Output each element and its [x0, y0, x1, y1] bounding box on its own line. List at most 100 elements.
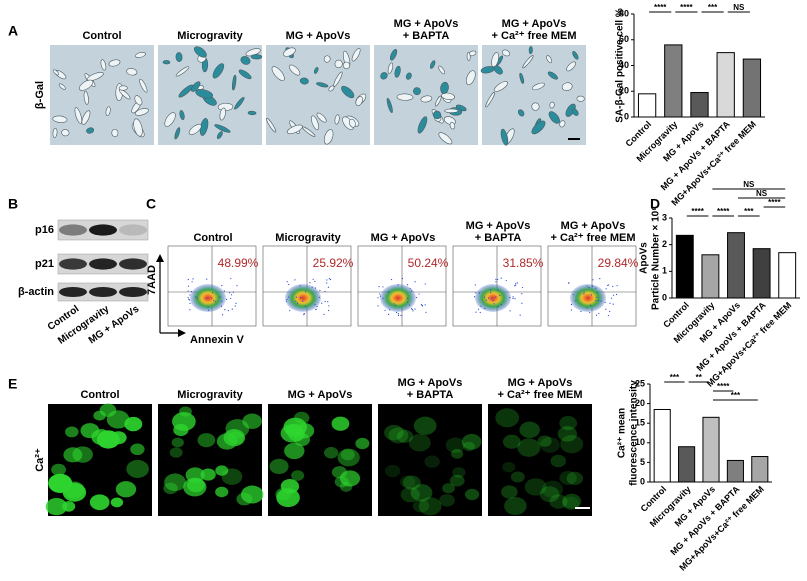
event — [192, 278, 194, 280]
image-title: + BAPTA — [407, 389, 454, 401]
cell — [531, 120, 546, 135]
event — [612, 285, 614, 288]
cell — [405, 72, 412, 80]
event — [475, 311, 477, 313]
cell — [562, 493, 582, 509]
event — [393, 303, 395, 305]
event — [205, 297, 207, 299]
cell — [559, 471, 577, 485]
event — [326, 279, 328, 281]
protein-label: p16 — [35, 224, 54, 236]
cell — [65, 426, 79, 438]
significance-label: **** — [768, 198, 781, 207]
event — [211, 297, 213, 299]
event — [512, 296, 514, 298]
y-tick-label: 0 — [624, 111, 629, 121]
cell — [502, 462, 516, 473]
bar — [690, 92, 709, 118]
micrograph — [480, 45, 586, 146]
image-title: Microgravity — [177, 30, 243, 42]
event — [234, 305, 236, 307]
event — [604, 301, 606, 304]
event — [327, 286, 330, 288]
cell — [232, 74, 237, 91]
cell — [413, 416, 437, 435]
cell — [386, 98, 393, 113]
cell — [110, 497, 124, 508]
cell — [175, 52, 183, 62]
cell — [561, 82, 573, 92]
event — [328, 309, 330, 312]
cell — [193, 46, 207, 58]
event — [495, 281, 497, 283]
cell — [51, 463, 66, 476]
event — [296, 302, 299, 304]
y-tick-label: 1 — [662, 266, 667, 276]
event — [595, 314, 598, 316]
cell — [105, 106, 111, 116]
image-title: + Ca²⁺ free MEM — [492, 30, 577, 42]
y-axis-label: Ca²⁺ mean — [617, 408, 628, 458]
cell — [517, 109, 525, 117]
event — [221, 285, 223, 287]
event — [497, 289, 499, 291]
event — [490, 292, 492, 294]
cell — [576, 95, 585, 102]
cell — [83, 90, 89, 105]
cell — [174, 127, 181, 140]
event — [189, 309, 191, 311]
cell — [124, 416, 143, 432]
y-tick-label: 0 — [662, 292, 667, 302]
significance-label: **** — [717, 382, 730, 391]
event — [195, 296, 197, 298]
micrograph-bg — [374, 45, 478, 145]
significance-label: *** — [708, 3, 718, 12]
image-title: MG + ApoVs — [286, 30, 351, 42]
cell — [434, 95, 442, 107]
cell — [293, 433, 311, 447]
event — [191, 281, 193, 283]
cell — [501, 49, 510, 57]
event — [590, 294, 592, 296]
blot-band — [119, 258, 147, 270]
event — [223, 290, 225, 292]
event — [616, 285, 618, 287]
event — [488, 297, 490, 299]
event — [567, 282, 570, 284]
image-title: Control — [82, 30, 121, 42]
cell — [164, 112, 176, 127]
event — [590, 304, 592, 307]
cell — [52, 69, 60, 76]
cell — [438, 132, 453, 145]
event — [483, 296, 486, 298]
cell — [396, 93, 414, 101]
cell — [355, 96, 363, 107]
event — [388, 309, 391, 311]
event — [314, 280, 316, 283]
cell — [283, 417, 307, 437]
cell — [445, 437, 465, 453]
cell — [342, 61, 351, 70]
event — [295, 300, 297, 302]
image-title: MG + ApoVs — [394, 18, 459, 30]
cell — [539, 486, 560, 503]
cell — [559, 416, 578, 431]
event — [215, 300, 217, 303]
event — [224, 308, 226, 311]
cell — [480, 66, 495, 74]
event — [321, 302, 323, 304]
significance-label: **** — [691, 207, 704, 216]
cell — [169, 447, 183, 458]
confocal-image — [45, 403, 152, 516]
blot-band — [59, 286, 87, 298]
cell — [212, 63, 225, 79]
micrograph — [374, 45, 478, 145]
event — [286, 281, 288, 283]
cell — [394, 65, 401, 78]
cell — [188, 123, 202, 135]
event — [499, 295, 501, 297]
bar — [716, 52, 735, 118]
image-title: MG + ApoVs — [288, 389, 353, 401]
event — [605, 288, 607, 290]
significance-label: NS — [733, 3, 745, 12]
